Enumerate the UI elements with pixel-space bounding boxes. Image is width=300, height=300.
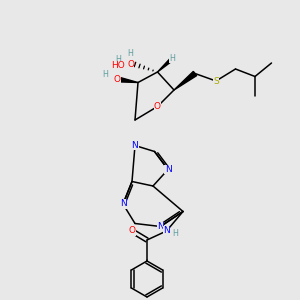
Text: H: H [116, 56, 122, 64]
Text: O: O [128, 226, 136, 236]
Text: N: N [165, 165, 171, 174]
Polygon shape [174, 71, 197, 90]
Text: H: H [172, 230, 178, 238]
Text: N: N [132, 141, 138, 150]
Polygon shape [158, 57, 174, 72]
Text: O: O [154, 102, 161, 111]
Text: O: O [113, 75, 121, 84]
Polygon shape [118, 77, 138, 83]
Text: HO: HO [112, 61, 125, 70]
Text: N: N [163, 226, 170, 236]
Text: N: N [120, 200, 126, 208]
Text: S: S [213, 76, 219, 85]
Text: H: H [169, 54, 175, 63]
Text: O: O [127, 60, 134, 69]
Text: H: H [102, 70, 108, 79]
Text: N: N [157, 222, 164, 231]
Text: H: H [128, 49, 134, 58]
